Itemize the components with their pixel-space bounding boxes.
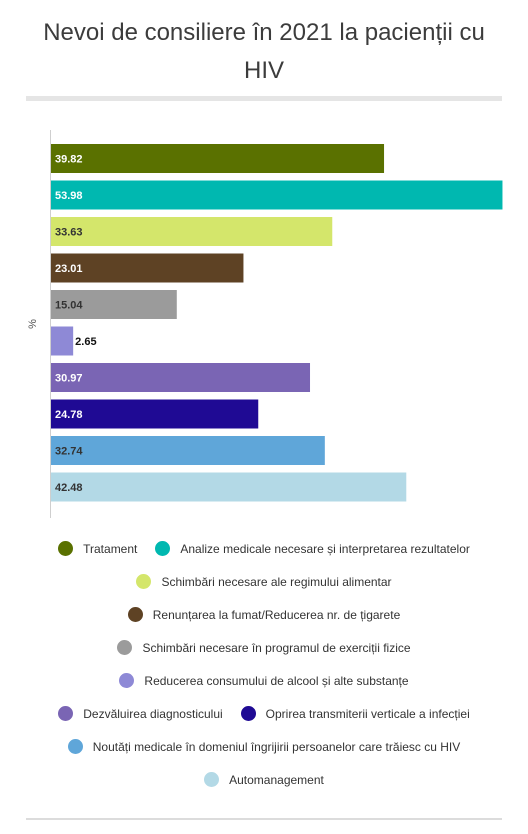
legend-label: Oprirea transmiterii verticale a infecți… [265,706,470,721]
legend-label: Automanagement [229,772,324,787]
bar[interactable] [51,290,177,319]
chart-title: Nevoi de consiliere în 2021 la pacienții… [43,19,485,84]
bar-value-label: 30.97 [55,373,83,385]
legend-dot [58,706,74,721]
bar-value-label: 24.78 [55,409,83,421]
legend-item[interactable]: Oprirea transmiterii verticale a infecți… [240,706,470,721]
y-axis-label: % [26,319,39,329]
bar[interactable] [51,144,385,173]
bar-value-label: 39.82 [55,154,83,166]
legend-item[interactable]: Noutăți medicale în domeniul îngrijirii … [67,739,461,754]
legend-label: Noutăți medicale în domeniul îngrijirii … [92,739,461,754]
legend-dot [155,541,171,556]
legend-label: Reducerea consumului de alcool și alte s… [144,673,409,688]
bar[interactable] [51,436,325,465]
title-divider [26,96,502,101]
legend-dot [117,640,133,655]
y-axis-line [50,130,51,518]
bar-value-label: 32.74 [55,446,83,458]
bar[interactable] [51,253,244,283]
legend-dot [240,706,256,721]
legend-label: Analize medicale necesare și interpretar… [180,541,470,556]
bar-value-label: 15.04 [55,300,83,312]
legend-item[interactable]: Reducerea consumului de alcool și alte s… [119,673,409,688]
legend-dot [67,739,83,754]
bar[interactable] [51,326,74,356]
bar[interactable] [51,363,311,392]
bottom-divider [26,818,502,820]
bar-value-label: 2.65 [75,336,96,348]
bar-value-label: 53.98 [55,190,83,202]
bar[interactable] [51,399,259,429]
bar[interactable] [51,180,503,210]
legend-label: Schimbări necesare în programul de exerc… [142,640,411,655]
legend-item[interactable]: Tratament [58,541,137,556]
legend-item[interactable]: Automanagement [204,772,324,787]
legend-label: Dezvăluirea diagnosticului [83,706,223,721]
legend-dot [127,607,143,622]
bar-plot-area: 39.82 53.98 33.63 23.01 15.04 2.65 30.97 24.78 3… [51,144,503,502]
bar[interactable] [51,217,333,246]
legend-dot [204,772,220,787]
legend-dot [58,541,74,556]
chart-legend: Tratament Analize medicale necesare și i… [20,532,508,796]
legend-item[interactable]: Dezvăluirea diagnosticului [58,706,223,721]
legend-dot [119,673,135,688]
bar[interactable] [51,472,407,502]
bar-value-label: 23.01 [55,263,83,275]
legend-item[interactable]: Schimbări necesare în programul de exerc… [117,640,411,655]
legend-label: Tratament [83,541,138,556]
bar-value-label: 42.48 [55,482,83,494]
legend-item[interactable]: Schimbări necesare ale regimului aliment… [136,574,392,589]
bar-value-label: 33.63 [55,227,83,239]
legend-label: Schimbări necesare ale regimului aliment… [161,574,392,589]
legend-label: Renunțarea la fumat/Reducerea nr. de țig… [152,607,401,622]
legend-item[interactable]: Renunțarea la fumat/Reducerea nr. de țig… [127,607,401,622]
legend-dot [136,574,152,589]
legend-item[interactable]: Analize medicale necesare și interpretar… [155,541,470,556]
